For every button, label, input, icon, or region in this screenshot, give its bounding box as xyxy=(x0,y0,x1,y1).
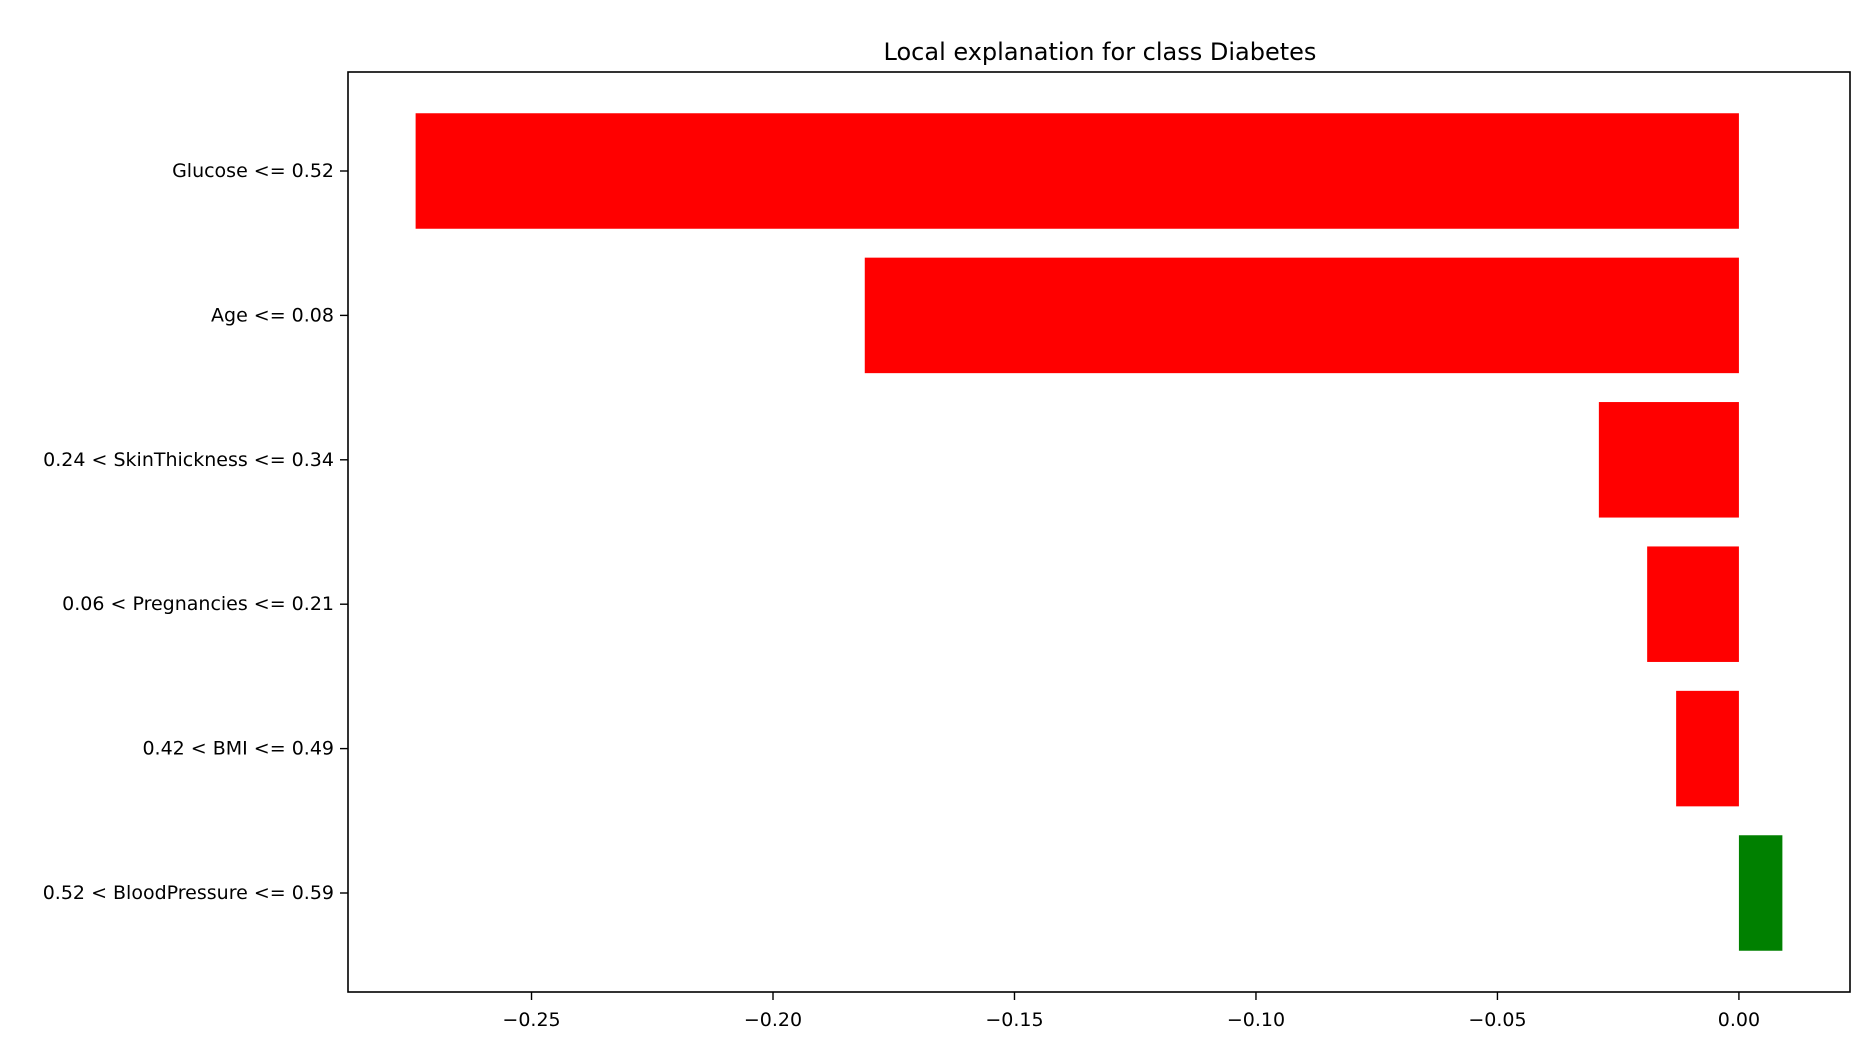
bar xyxy=(1647,546,1739,662)
bar xyxy=(1738,835,1783,951)
y-axis-ticks: Glucose <= 0.52 Age <= 0.08 0.24 < SkinThi… xyxy=(43,160,348,904)
x-tick-label: −0.10 xyxy=(1227,1009,1285,1031)
plot-frame xyxy=(347,71,1851,993)
bar xyxy=(864,257,1739,374)
x-tick-label: 0.00 xyxy=(1718,1009,1760,1031)
y-tick-label: 0.42 < BMI <= 0.49 xyxy=(142,738,334,760)
x-axis-ticks: −0.25 −0.20 −0.15 −0.10 −0.05 0.00 xyxy=(502,992,1760,1031)
x-tick-label: −0.20 xyxy=(744,1009,802,1031)
bar xyxy=(1676,690,1739,807)
bar xyxy=(415,113,1739,229)
chart-title: Local explanation for class Diabetes xyxy=(884,38,1317,66)
x-tick-label: −0.15 xyxy=(985,1009,1043,1031)
y-tick-label: Glucose <= 0.52 xyxy=(172,160,334,182)
y-tick-label: 0.52 < BloodPressure <= 0.59 xyxy=(43,882,334,904)
bar xyxy=(1598,402,1739,518)
y-tick-label: Age <= 0.08 xyxy=(211,304,334,326)
y-tick-label: 0.06 < Pregnancies <= 0.21 xyxy=(62,593,334,615)
x-tick-label: −0.05 xyxy=(1468,1009,1526,1031)
y-tick-label: 0.24 < SkinThickness <= 0.34 xyxy=(43,449,334,471)
x-tick-label: −0.25 xyxy=(502,1009,560,1031)
bars-group xyxy=(415,113,1783,951)
